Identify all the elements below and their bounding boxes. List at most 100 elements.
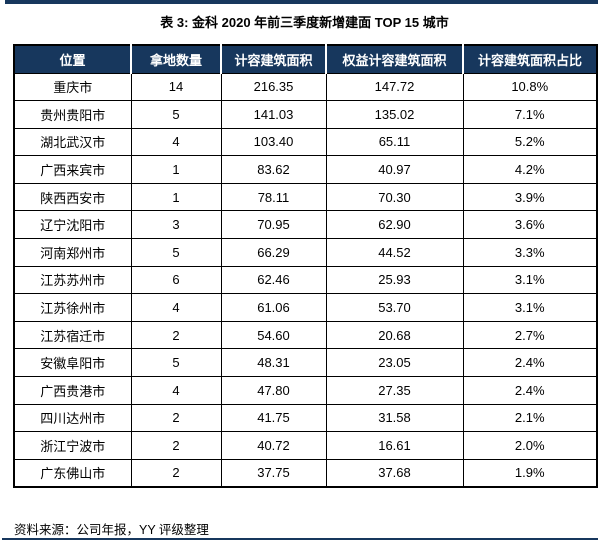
table-row: 广西来宾市 1 83.62 40.97 4.2% — [13, 155, 598, 184]
cell-count: 4 — [130, 127, 222, 157]
table-row: 江苏苏州市 6 62.46 25.93 3.1% — [13, 265, 598, 295]
cell-count: 2 — [130, 431, 222, 460]
cell-city: 四川达州市 — [13, 403, 132, 433]
table-row: 安徽阜阳市 5 48.31 23.05 2.4% — [13, 348, 598, 378]
cell-gfa: 78.11 — [220, 182, 327, 212]
column-header-location: 位置 — [14, 45, 131, 73]
cell-count: 14 — [130, 72, 222, 102]
cell-gfa: 37.75 — [220, 458, 327, 488]
cell-gfa: 141.03 — [220, 100, 327, 129]
cell-city: 湖北武汉市 — [13, 127, 132, 157]
cell-city: 辽宁沈阳市 — [13, 210, 132, 240]
cell-count: 1 — [130, 182, 222, 212]
cell-equity-gfa: 20.68 — [325, 320, 464, 350]
table-row: 河南郑州市 5 66.29 44.52 3.3% — [13, 238, 598, 267]
cell-equity-gfa: 27.35 — [325, 376, 464, 405]
cell-count: 5 — [130, 238, 222, 267]
cell-gfa: 62.46 — [220, 265, 327, 295]
cell-city: 江苏宿迁市 — [13, 320, 132, 350]
cell-count: 2 — [130, 458, 222, 488]
cell-gfa: 54.60 — [220, 320, 327, 350]
cell-share: 5.2% — [462, 127, 598, 157]
data-table: 位置 拿地数量 计容建筑面积 权益计容建筑面积 计容建筑面积占比 重庆市 14 … — [13, 44, 598, 488]
cell-city: 广西贵港市 — [13, 376, 132, 405]
cell-equity-gfa: 135.02 — [325, 100, 464, 129]
cell-equity-gfa: 44.52 — [325, 238, 464, 267]
cell-city: 重庆市 — [13, 72, 132, 102]
cell-equity-gfa: 65.11 — [325, 127, 464, 157]
cell-city: 江苏苏州市 — [13, 265, 132, 295]
table-title: 表 3: 金科 2020 年前三季度新增建面 TOP 15 城市 — [160, 15, 449, 30]
column-header-equity-gfa: 权益计容建筑面积 — [325, 45, 463, 73]
cell-city: 河南郑州市 — [13, 238, 132, 267]
table-row: 四川达州市 2 41.75 31.58 2.1% — [13, 403, 598, 433]
cell-equity-gfa: 147.72 — [325, 72, 464, 102]
cell-share: 7.1% — [462, 100, 598, 129]
table-row: 辽宁沈阳市 3 70.95 62.90 3.6% — [13, 210, 598, 240]
top-accent-bar — [5, 0, 598, 4]
table-row: 贵州贵阳市 5 141.03 135.02 7.1% — [13, 100, 598, 129]
cell-city: 安徽阜阳市 — [13, 348, 132, 378]
cell-share: 3.1% — [462, 293, 598, 322]
column-header-gfa-share: 计容建筑面积占比 — [462, 45, 597, 73]
cell-gfa: 48.31 — [220, 348, 327, 378]
cell-count: 4 — [130, 376, 222, 405]
cell-share: 3.6% — [462, 210, 598, 240]
cell-count: 5 — [130, 100, 222, 129]
cell-city: 江苏徐州市 — [13, 293, 132, 322]
cell-count: 2 — [130, 403, 222, 433]
source-note: 资料来源：公司年报，YY 评级整理 — [14, 523, 209, 537]
cell-equity-gfa: 23.05 — [325, 348, 464, 378]
cell-city: 广东佛山市 — [13, 458, 132, 488]
cell-equity-gfa: 37.68 — [325, 458, 464, 488]
cell-count: 1 — [130, 155, 222, 184]
cell-share: 2.7% — [462, 320, 598, 350]
table-row: 江苏宿迁市 2 54.60 20.68 2.7% — [13, 320, 598, 350]
table-row: 湖北武汉市 4 103.40 65.11 5.2% — [13, 127, 598, 157]
cell-gfa: 70.95 — [220, 210, 327, 240]
cell-city: 贵州贵阳市 — [13, 100, 132, 129]
bottom-rule — [2, 538, 598, 540]
cell-count: 4 — [130, 293, 222, 322]
cell-count: 3 — [130, 210, 222, 240]
cell-share: 2.4% — [462, 348, 598, 378]
cell-gfa: 41.75 — [220, 403, 327, 433]
cell-share: 3.1% — [462, 265, 598, 295]
header-row: 位置 拿地数量 计容建筑面积 权益计容建筑面积 计容建筑面积占比 — [14, 45, 597, 73]
cell-gfa: 83.62 — [220, 155, 327, 184]
cell-equity-gfa: 25.93 — [325, 265, 464, 295]
table-row: 陕西西安市 1 78.11 70.30 3.9% — [13, 182, 598, 212]
cell-share: 2.0% — [462, 431, 598, 460]
cell-equity-gfa: 53.70 — [325, 293, 464, 322]
table-row: 广西贵港市 4 47.80 27.35 2.4% — [13, 376, 598, 405]
table-row: 重庆市 14 216.35 147.72 10.8% — [13, 72, 598, 102]
cell-equity-gfa: 62.90 — [325, 210, 464, 240]
cell-gfa: 216.35 — [220, 72, 327, 102]
cell-equity-gfa: 70.30 — [325, 182, 464, 212]
cell-equity-gfa: 40.97 — [325, 155, 464, 184]
cell-gfa: 61.06 — [220, 293, 327, 322]
cell-share: 3.9% — [462, 182, 598, 212]
cell-count: 6 — [130, 265, 222, 295]
cell-gfa: 66.29 — [220, 238, 327, 267]
cell-count: 5 — [130, 348, 222, 378]
cell-count: 2 — [130, 320, 222, 350]
cell-share: 3.3% — [462, 238, 598, 267]
cell-share: 2.4% — [462, 376, 598, 405]
table-row: 江苏徐州市 4 61.06 53.70 3.1% — [13, 293, 598, 322]
cell-share: 1.9% — [462, 458, 598, 488]
cell-equity-gfa: 16.61 — [325, 431, 464, 460]
cell-city: 广西来宾市 — [13, 155, 132, 184]
cell-city: 陕西西安市 — [13, 182, 132, 212]
cell-gfa: 103.40 — [220, 127, 327, 157]
column-header-land-count: 拿地数量 — [130, 45, 221, 73]
cell-share: 2.1% — [462, 403, 598, 433]
table-row: 浙江宁波市 2 40.72 16.61 2.0% — [13, 431, 598, 460]
cell-share: 10.8% — [462, 72, 598, 102]
table-row: 广东佛山市 2 37.75 37.68 1.9% — [13, 458, 598, 488]
cell-gfa: 47.80 — [220, 376, 327, 405]
cell-equity-gfa: 31.58 — [325, 403, 464, 433]
cell-city: 浙江宁波市 — [13, 431, 132, 460]
column-header-gfa: 计容建筑面积 — [220, 45, 326, 73]
cell-share: 4.2% — [462, 155, 598, 184]
